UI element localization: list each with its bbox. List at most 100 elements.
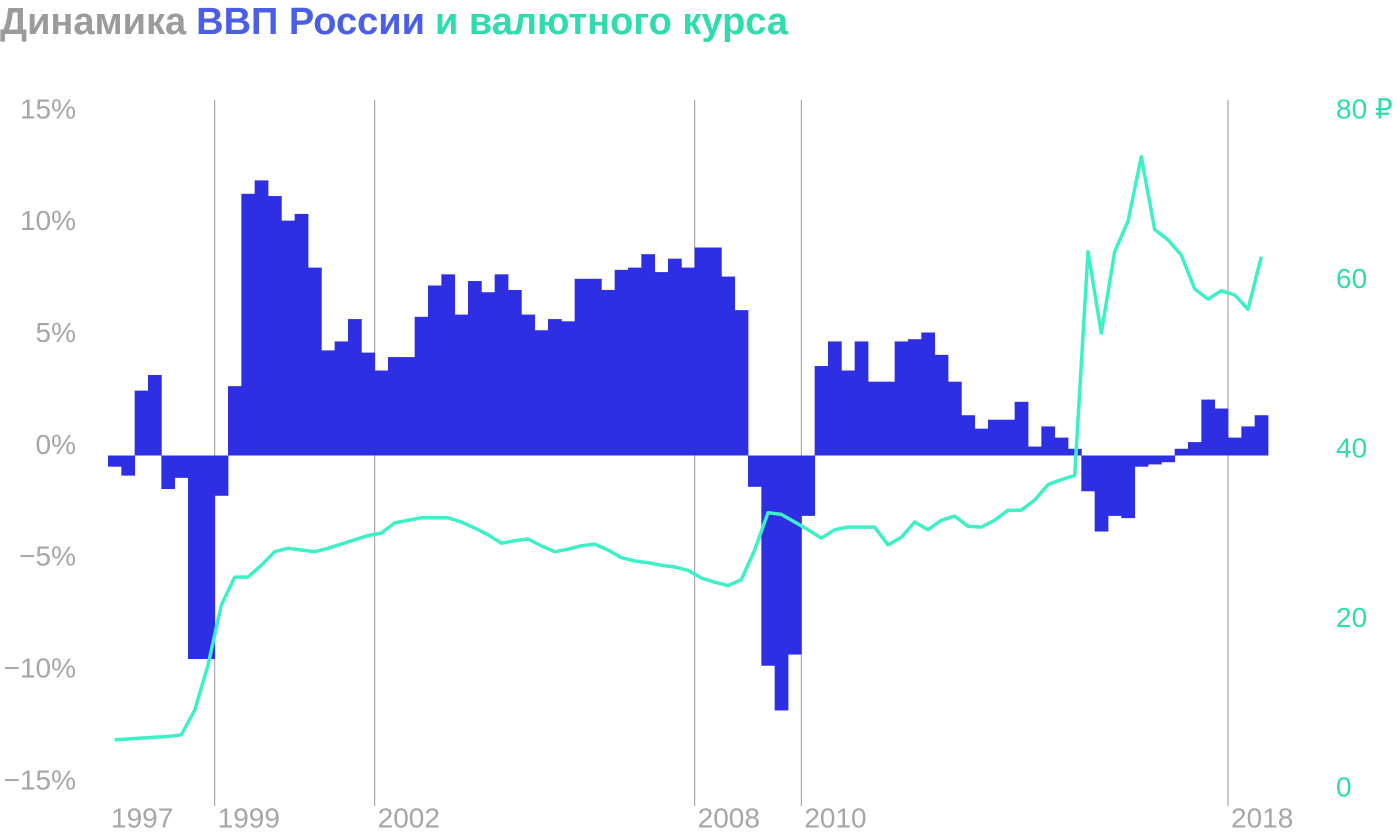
bar xyxy=(148,374,162,456)
bar xyxy=(494,274,509,456)
bar xyxy=(281,220,296,456)
title-segment: ВВП России xyxy=(196,1,425,43)
bar xyxy=(961,415,976,456)
bar xyxy=(588,278,602,456)
bar xyxy=(934,354,949,456)
y2-tick-label: 60 xyxy=(1336,263,1367,294)
bar xyxy=(388,357,402,456)
bar xyxy=(1054,437,1069,456)
y-tick-label: −10% xyxy=(4,653,76,684)
bar xyxy=(641,254,656,456)
y-tick-label: 0% xyxy=(36,429,76,460)
bar xyxy=(1201,399,1216,456)
x-tick-label: 1997 xyxy=(111,802,173,833)
bar xyxy=(601,289,616,456)
bar xyxy=(734,310,749,456)
bar xyxy=(948,381,962,456)
bar xyxy=(988,419,1002,456)
bar xyxy=(214,455,229,496)
bar xyxy=(134,390,149,456)
bar xyxy=(1228,437,1242,456)
bar xyxy=(654,272,669,456)
bar xyxy=(1121,455,1136,519)
bar xyxy=(201,455,216,660)
bar xyxy=(334,341,349,456)
bar xyxy=(1161,455,1176,463)
bar xyxy=(628,267,642,456)
bar xyxy=(761,455,776,666)
bar xyxy=(908,339,922,456)
bar xyxy=(1094,455,1109,532)
y-tick-label: 10% xyxy=(20,205,76,236)
bar xyxy=(508,289,522,456)
title-segment: Динамика xyxy=(0,1,187,43)
y-tick-label: 5% xyxy=(36,317,76,348)
bar xyxy=(468,281,482,456)
bar xyxy=(814,366,829,456)
bar xyxy=(361,352,376,456)
bar xyxy=(1028,446,1042,456)
bar xyxy=(348,319,362,456)
bar xyxy=(308,267,322,456)
bar xyxy=(1214,408,1229,456)
bar xyxy=(574,278,589,456)
bar xyxy=(414,316,429,456)
bar xyxy=(1148,455,1162,465)
bar xyxy=(1254,415,1269,456)
bar xyxy=(561,321,576,456)
bar xyxy=(454,314,469,456)
bar xyxy=(161,455,176,490)
bar xyxy=(1174,448,1189,456)
bar xyxy=(121,455,136,476)
bar xyxy=(868,381,882,456)
chart-title: Динамика ВВП России и валютного курса xyxy=(0,1,789,43)
bar xyxy=(921,332,936,456)
bar xyxy=(294,213,309,456)
bar xyxy=(254,180,269,456)
bar xyxy=(521,314,536,456)
x-tick-label: 2018 xyxy=(1231,802,1293,833)
rate-line xyxy=(114,155,1263,742)
bar xyxy=(428,285,442,456)
x-tick-label: 2002 xyxy=(378,802,440,833)
y-tick-label: 15% xyxy=(20,93,76,124)
bar xyxy=(1081,455,1096,492)
y2-tick-label: 80 ₽ xyxy=(1336,93,1393,124)
bar xyxy=(268,196,282,456)
bar xyxy=(441,274,456,456)
bar xyxy=(1041,426,1056,456)
x-tick-label: 1999 xyxy=(218,802,280,833)
bar xyxy=(108,455,122,467)
bar xyxy=(1001,419,1016,456)
bar xyxy=(841,370,856,456)
bar xyxy=(374,370,389,456)
bar xyxy=(774,455,789,711)
bar xyxy=(188,455,202,660)
bar xyxy=(694,247,709,456)
bar xyxy=(681,267,696,456)
bar xyxy=(241,193,256,456)
y2-tick-label: 20 xyxy=(1336,602,1367,633)
bar xyxy=(668,258,682,456)
bar xyxy=(881,381,896,456)
bar xyxy=(1014,401,1029,456)
bar xyxy=(614,269,629,456)
bar xyxy=(481,292,496,456)
bar xyxy=(748,455,762,487)
x-tick-label: 2010 xyxy=(804,802,866,833)
bar xyxy=(1108,455,1122,516)
bar xyxy=(401,357,416,456)
x-tick-label: 2008 xyxy=(698,802,760,833)
y-tick-label: −15% xyxy=(4,764,76,795)
y2-tick-label: 0 xyxy=(1336,771,1352,802)
bar xyxy=(974,428,989,456)
bar xyxy=(174,455,189,478)
bar xyxy=(1188,442,1202,456)
title-segment: и валютного курса xyxy=(435,1,789,43)
bar xyxy=(228,386,242,456)
bar xyxy=(534,330,549,456)
bar xyxy=(788,455,802,655)
bar xyxy=(894,341,909,456)
bar xyxy=(828,341,842,456)
